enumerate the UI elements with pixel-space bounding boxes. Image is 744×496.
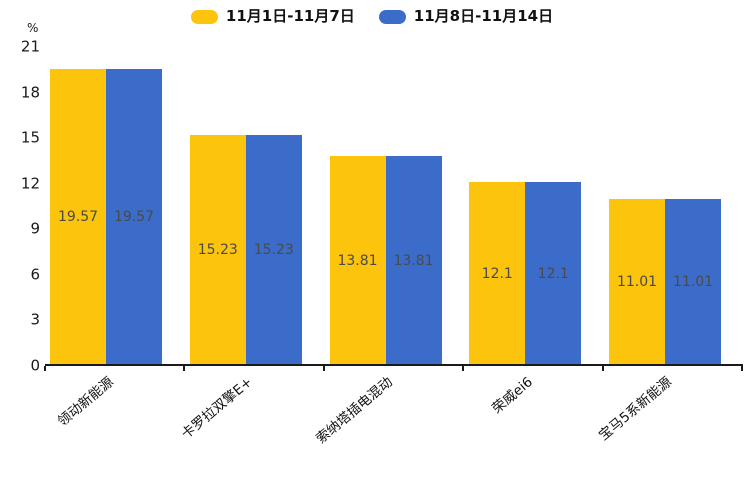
bar-value-label: 12.1 [481, 266, 513, 283]
x-axis-line [45, 364, 743, 366]
legend-label-week1: 11月1日-11月7日 [225, 7, 355, 25]
legend: 11月1日-11月7日 11月8日-11月14日 [0, 9, 744, 24]
x-axis-tick [601, 366, 604, 371]
x-axis-tick [322, 366, 325, 371]
x-axis-tick [44, 366, 46, 371]
bar-value-label: 19.57 [57, 209, 99, 226]
bar-series2-卡罗拉双擎E+: 15.23 [245, 134, 302, 366]
bar-value-label: 15.23 [197, 242, 238, 259]
bar-value-label: 12.1 [537, 266, 569, 283]
bar-value-label: 11.01 [672, 274, 714, 291]
legend-item-week2[interactable]: 11月8日-11月14日 [378, 7, 554, 25]
bar-series2-索纳塔插电混动: 13.81 [385, 156, 442, 366]
y-axis-tick-label: 0 [30, 356, 40, 375]
bar-series2-领动新能源: 19.57 [106, 68, 162, 366]
y-axis-tick-label: 6 [30, 265, 40, 284]
x-axis-tick [462, 366, 465, 371]
bar-series2-宝马5系新能源: 11.01 [665, 198, 721, 366]
y-axis-tick-label: 3 [30, 310, 40, 329]
y-axis-tick-label: 21 [20, 37, 40, 56]
bar-value-label: 19.57 [113, 209, 155, 226]
legend-swatch-week2-icon [378, 9, 406, 24]
x-axis-label: 索纳塔插电混动 [313, 374, 396, 448]
bar-value-label: 15.23 [253, 242, 294, 259]
bar-series1-卡罗拉双擎E+: 15.23 [189, 134, 246, 366]
legend-label-week2: 11月8日-11月14日 [413, 7, 554, 25]
bar-series1-索纳塔插电混动: 13.81 [329, 156, 386, 366]
y-axis-tick-label: 9 [30, 219, 40, 238]
y-axis-unit-label: % [27, 21, 39, 35]
bar-series1-荣威ei6: 12.1 [469, 182, 526, 366]
bar-value-label: 13.81 [337, 253, 378, 270]
bar-series2-荣威ei6: 12.1 [525, 182, 582, 366]
y-axis-tick-label: 18 [20, 83, 40, 102]
bar-value-label: 13.81 [393, 253, 434, 270]
x-axis-tick [741, 366, 743, 371]
bar-series1-领动新能源: 19.57 [50, 68, 106, 366]
legend-item-week1[interactable]: 11月1日-11月7日 [190, 7, 355, 25]
y-axis-tick-label: 15 [20, 128, 40, 147]
x-axis-tick [183, 366, 186, 371]
x-axis-label: 宝马5系新能源 [596, 374, 676, 444]
x-axis-label: 领动新能源 [54, 374, 117, 430]
bar-value-label: 11.01 [616, 274, 658, 291]
legend-swatch-week1-icon [190, 9, 218, 24]
y-axis-tick-label: 12 [20, 174, 40, 193]
x-axis-label: 荣威ei6 [488, 374, 536, 417]
bar-series1-宝马5系新能源: 11.01 [609, 198, 665, 366]
x-axis-label: 卡罗拉双擎E+ [178, 374, 257, 443]
